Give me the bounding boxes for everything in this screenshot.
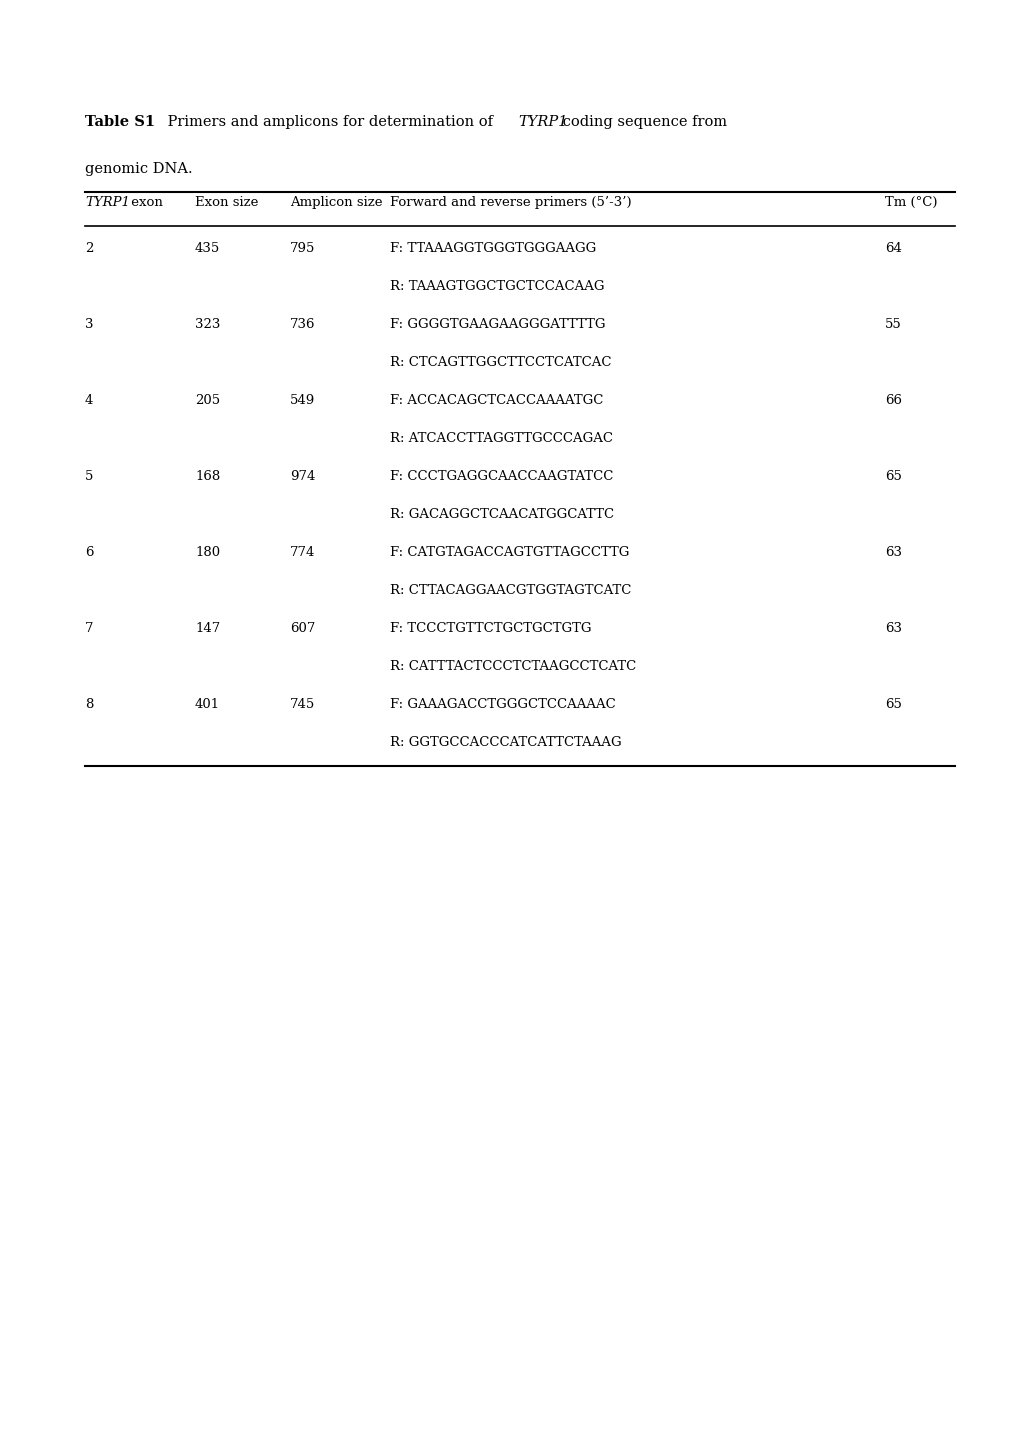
Text: 745: 745 xyxy=(289,698,315,711)
Text: Forward and reverse primers (5’-3’): Forward and reverse primers (5’-3’) xyxy=(389,196,631,209)
Text: 7: 7 xyxy=(85,622,94,635)
Text: Tm (°C): Tm (°C) xyxy=(884,196,936,209)
Text: 168: 168 xyxy=(195,470,220,483)
Text: coding sequence from: coding sequence from xyxy=(557,115,727,128)
Text: F: TCCCTGTTCTGCTGCTGTG: F: TCCCTGTTCTGCTGCTGTG xyxy=(389,622,591,635)
Text: 65: 65 xyxy=(884,470,901,483)
Text: Primers and amplicons for determination of: Primers and amplicons for determination … xyxy=(163,115,497,128)
Text: R: CTTACAGGAACGTGGTAGTCATC: R: CTTACAGGAACGTGGTAGTCATC xyxy=(389,584,631,597)
Text: 8: 8 xyxy=(85,698,94,711)
Text: 64: 64 xyxy=(884,242,901,255)
Text: 549: 549 xyxy=(289,394,315,407)
Text: F: ACCACAGCTCACCAAAATGC: F: ACCACAGCTCACCAAAATGC xyxy=(389,394,603,407)
Text: F: CATGTAGACCAGTGTTAGCCTTG: F: CATGTAGACCAGTGTTAGCCTTG xyxy=(389,545,629,558)
Text: 55: 55 xyxy=(884,317,901,330)
Text: exon: exon xyxy=(127,196,163,209)
Text: 205: 205 xyxy=(195,394,220,407)
Text: R: CTCAGTTGGCTTCCTCATCAC: R: CTCAGTTGGCTTCCTCATCAC xyxy=(389,356,611,369)
Text: 180: 180 xyxy=(195,545,220,558)
Text: 63: 63 xyxy=(884,545,901,558)
Text: 147: 147 xyxy=(195,622,220,635)
Text: 66: 66 xyxy=(884,394,901,407)
Text: 4: 4 xyxy=(85,394,94,407)
Text: 607: 607 xyxy=(289,622,315,635)
Text: R: GACAGGCTCAACATGGCATTC: R: GACAGGCTCAACATGGCATTC xyxy=(389,508,613,521)
Text: 323: 323 xyxy=(195,317,220,330)
Text: 65: 65 xyxy=(884,698,901,711)
Text: 6: 6 xyxy=(85,545,94,558)
Text: 63: 63 xyxy=(884,622,901,635)
Text: genomic DNA.: genomic DNA. xyxy=(85,162,193,176)
Text: TYRP1: TYRP1 xyxy=(85,196,129,209)
Text: R: CATTTACTCCCTCTAAGCCTCATC: R: CATTTACTCCCTCTAAGCCTCATC xyxy=(389,659,636,672)
Text: 795: 795 xyxy=(289,242,315,255)
Text: F: CCCTGAGGCAACCAAGTATCC: F: CCCTGAGGCAACCAAGTATCC xyxy=(389,470,612,483)
Text: 3: 3 xyxy=(85,317,94,330)
Text: 5: 5 xyxy=(85,470,94,483)
Text: R: GGTGCCACCCATCATTCTAAAG: R: GGTGCCACCCATCATTCTAAAG xyxy=(389,736,621,749)
Text: Exon size: Exon size xyxy=(195,196,258,209)
Text: F: TTAAAGGTGGGTGGGAAGG: F: TTAAAGGTGGGTGGGAAGG xyxy=(389,242,596,255)
Text: 736: 736 xyxy=(289,317,315,330)
Text: 2: 2 xyxy=(85,242,94,255)
Text: Table S1: Table S1 xyxy=(85,115,155,128)
Text: R: ATCACCTTAGGTTGCCCAGAC: R: ATCACCTTAGGTTGCCCAGAC xyxy=(389,431,612,444)
Text: F: GAAAGACCTGGGCTCCAAAAC: F: GAAAGACCTGGGCTCCAAAAC xyxy=(389,698,615,711)
Text: 974: 974 xyxy=(289,470,315,483)
Text: Amplicon size: Amplicon size xyxy=(289,196,382,209)
Text: F: GGGGTGAAGAAGGGATTTTG: F: GGGGTGAAGAAGGGATTTTG xyxy=(389,317,605,330)
Text: TYRP1: TYRP1 xyxy=(518,115,567,128)
Text: 401: 401 xyxy=(195,698,220,711)
Text: R: TAAAGTGGCTGCTCCACAAG: R: TAAAGTGGCTGCTCCACAAG xyxy=(389,280,604,293)
Text: 435: 435 xyxy=(195,242,220,255)
Text: 774: 774 xyxy=(289,545,315,558)
